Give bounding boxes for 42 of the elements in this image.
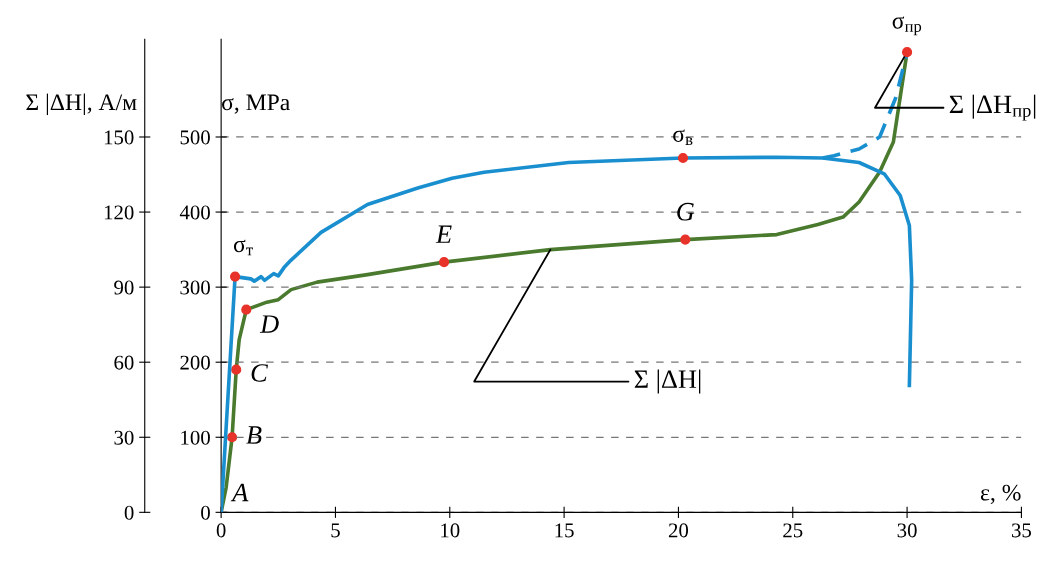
y-tick-label: 300 bbox=[180, 280, 210, 295]
y-axis-title: σ, MPa bbox=[222, 94, 290, 114]
y-tick-label: 200 bbox=[180, 355, 210, 370]
point bbox=[227, 432, 238, 443]
y2-tick-label: 60 bbox=[114, 355, 134, 370]
x-tick-label: 25 bbox=[783, 523, 803, 538]
y-tick-label: 500 bbox=[180, 130, 210, 145]
y2-tick-label: 150 bbox=[104, 130, 134, 145]
y-tick-label: 100 bbox=[181, 430, 210, 445]
annotation: σ$_{в}$ bbox=[673, 129, 693, 145]
x-tick-label: 20 bbox=[668, 523, 689, 538]
y2-axis-title: Σ |ΔH|, А/м bbox=[26, 93, 137, 116]
point bbox=[677, 152, 689, 164]
point bbox=[241, 304, 252, 315]
x-tick-label: 10 bbox=[441, 523, 460, 538]
x-tick-label: 5 bbox=[331, 523, 340, 538]
annotation: A bbox=[230, 483, 249, 502]
y2-tick-label: 90 bbox=[114, 280, 134, 295]
x-tick-label: 35 bbox=[1011, 523, 1032, 538]
annotation: B bbox=[246, 426, 262, 444]
point bbox=[231, 364, 242, 375]
y2-tick-label: 30 bbox=[114, 430, 134, 445]
annotation: σ$_{пр}$ bbox=[892, 16, 922, 36]
y2-tick-label: 120 bbox=[104, 205, 134, 220]
point bbox=[438, 257, 450, 268]
y2-tick-label: 0 bbox=[124, 505, 134, 520]
annotation: Σ |ΔH$_{пр}$| bbox=[949, 94, 1036, 121]
point bbox=[680, 234, 691, 245]
annotation: G bbox=[677, 202, 695, 221]
y-tick-label: 0 bbox=[201, 505, 210, 520]
y-tick-label: 400 bbox=[179, 205, 210, 220]
x-tick-label: 30 bbox=[897, 523, 917, 538]
annotation: C bbox=[251, 364, 268, 382]
point bbox=[901, 47, 913, 58]
x-axis-title: ε, % bbox=[980, 484, 1021, 504]
point bbox=[229, 271, 241, 282]
x-tick-label: 15 bbox=[555, 523, 574, 538]
annotation: σ$_{т}$ bbox=[233, 239, 253, 256]
annotation: E bbox=[435, 225, 452, 243]
annotation: Σ |ΔH| bbox=[634, 369, 701, 394]
x-tick-label: 0 bbox=[216, 523, 226, 538]
annotation: D bbox=[259, 315, 279, 333]
